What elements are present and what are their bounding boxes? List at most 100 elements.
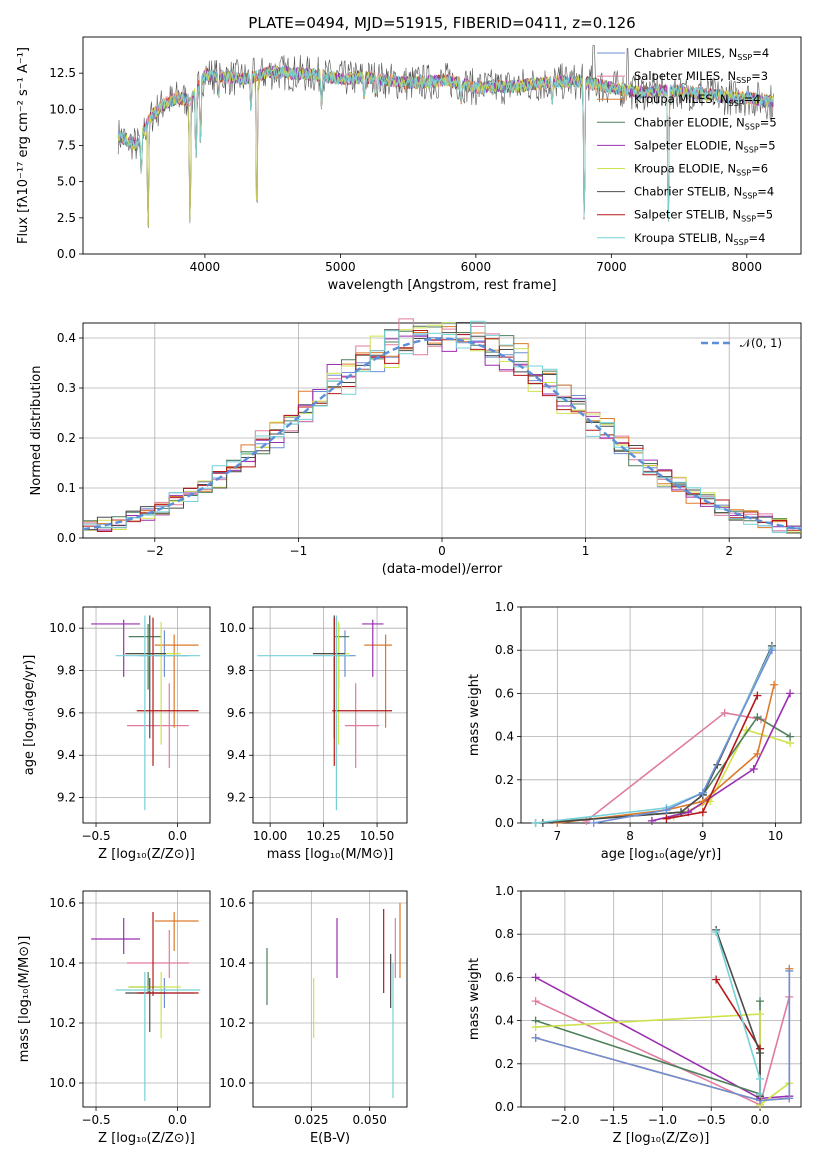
y-tick-label: 0.6 bbox=[495, 970, 514, 984]
weight-marker bbox=[767, 646, 776, 655]
x-tick-label: −0.5 bbox=[81, 829, 110, 843]
weight-marker bbox=[662, 814, 671, 823]
weight-line bbox=[535, 647, 773, 824]
y-tick-label: 0.0 bbox=[495, 816, 514, 830]
weight-line bbox=[542, 645, 773, 824]
legend-label: Chabrier STELIB, NSSP=4 bbox=[634, 185, 774, 201]
weight-marker bbox=[712, 975, 721, 984]
y-tick-label: 0.2 bbox=[57, 431, 76, 445]
axes-frame bbox=[82, 36, 802, 255]
y-tick-label: 9.2 bbox=[227, 791, 246, 805]
x-tick-label: 0.0 bbox=[168, 1113, 187, 1127]
weight-line bbox=[651, 693, 791, 822]
y-tick-label: 9.4 bbox=[227, 748, 246, 762]
x-tick-label: 10 bbox=[768, 829, 783, 843]
legend-label: Salpeter ELODIE, NSSP=5 bbox=[634, 138, 776, 154]
weight-lines bbox=[531, 641, 795, 827]
weight-line bbox=[535, 970, 791, 1102]
legend-label: Kroupa ELODIE, NSSP=6 bbox=[634, 162, 768, 178]
y-tick-label: 0.8 bbox=[495, 927, 514, 941]
y-tick-label: 10.0 bbox=[49, 1076, 76, 1090]
y-axis-label: Flux [fλ10⁻¹⁷ erg cm⁻² s⁻¹ A⁻¹] bbox=[16, 47, 31, 244]
legend-label: Kroupa MILES, NSSP=4 bbox=[634, 92, 760, 108]
x-axis-label: (data-model)/error bbox=[382, 562, 503, 577]
legend-label: Salpeter STELIB, NSSP=5 bbox=[634, 208, 773, 224]
x-tick-label: 1 bbox=[582, 544, 590, 558]
error-bars bbox=[91, 912, 201, 1101]
x-tick-label: 8 bbox=[626, 829, 634, 843]
y-tick-label: 0.4 bbox=[57, 331, 76, 345]
weight-marker bbox=[531, 819, 540, 827]
y-tick-label: 10.4 bbox=[49, 956, 76, 970]
histogram-line bbox=[83, 322, 801, 533]
y-tick-label: 7.5 bbox=[57, 139, 76, 153]
weight-marker bbox=[698, 788, 707, 797]
y-axis-label: age [log₁₀(age/yr)] bbox=[22, 655, 37, 776]
histogram-line bbox=[83, 320, 801, 534]
spectrum-line bbox=[117, 45, 774, 228]
y-tick-label: 10.0 bbox=[219, 621, 246, 635]
weight-marker bbox=[756, 1010, 765, 1019]
weight-marker bbox=[785, 966, 794, 975]
y-tick-label: 9.8 bbox=[227, 664, 246, 678]
weight-marker bbox=[531, 1023, 540, 1032]
y-tick-label: 9.8 bbox=[57, 664, 76, 678]
y-tick-label: 5.0 bbox=[57, 175, 76, 189]
x-tick-label: −1.5 bbox=[599, 1113, 628, 1127]
y-tick-label: 0.3 bbox=[57, 381, 76, 395]
axes-frame bbox=[252, 606, 408, 824]
y-tick-label: 10.6 bbox=[219, 896, 246, 910]
legend-label: Salpeter MILES, NSSP=3 bbox=[634, 69, 768, 85]
weight-marker bbox=[720, 708, 729, 717]
x-tick-label: −2 bbox=[146, 544, 164, 558]
weight-marker bbox=[531, 973, 540, 982]
weight-marker bbox=[785, 1094, 794, 1103]
spectrum-line bbox=[117, 65, 774, 222]
legend-label: Chabrier MILES, NSSP=4 bbox=[634, 46, 769, 62]
panel-residuals: −2 −1 0 1 2 0.0 0.1 0.2 0.3 0.4 (data-model)/error… bbox=[29, 318, 802, 577]
y-tick-label: 0.4 bbox=[495, 1014, 514, 1028]
x-tick-label: 0.025 bbox=[294, 1113, 328, 1127]
weight-marker bbox=[582, 816, 591, 825]
weight-marker bbox=[756, 1090, 765, 1099]
x-axis-label: Z [log₁₀(Z/Z⊙)] bbox=[98, 1131, 195, 1146]
x-axis-label: wavelength [Angstrom, rest frame] bbox=[328, 278, 557, 293]
y-tick-label: 0.0 bbox=[495, 1100, 514, 1114]
weight-marker bbox=[662, 806, 671, 815]
weight-marker bbox=[786, 689, 795, 698]
weight-marker bbox=[712, 928, 721, 937]
y-tick-label: 0.4 bbox=[495, 730, 514, 744]
x-tick-label: −1 bbox=[290, 544, 308, 558]
panel-mass-weight-vs-Z: −2.0 −1.5 −1.0 −0.5 0.0 0.0 0.2 0.4 0.6 0.8 1.0 Z [… bbox=[467, 884, 802, 1146]
y-tick-label: 0.2 bbox=[495, 773, 514, 787]
panel-mass-vs-Z: −0.5 0.0 10.0 10.2 10.4 10.6 Z [log₁₀(Z/Z⊙)] ma… bbox=[17, 890, 211, 1146]
axes-frame bbox=[82, 606, 211, 824]
y-axis-label: mass [log₁₀(M/M⊙)] bbox=[17, 936, 32, 1063]
weight-marker bbox=[756, 997, 765, 1006]
axes-frame bbox=[520, 890, 802, 1108]
x-tick-label: −2.0 bbox=[550, 1113, 579, 1127]
y-tick-label: 0.8 bbox=[495, 643, 514, 657]
weight-marker bbox=[753, 749, 762, 758]
panel-mass-vs-ebv: 0.025 0.050 10.0 10.2 10.4 10.6 E(B-V) bbox=[219, 890, 408, 1146]
panel-age-vs-mass: 10.00 10.25 10.50 9.2 9.4 9.6 9.8 10.0 mass [log… bbox=[219, 606, 408, 862]
y-tick-label: 10.0 bbox=[49, 102, 76, 116]
panel-mass-weight-vs-age: 7 8 9 10 0.0 0.2 0.4 0.6 0.8 1.0 age [log₁₀(age/yr… bbox=[467, 600, 802, 862]
x-tick-label: 7 bbox=[554, 829, 562, 843]
weight-line bbox=[593, 649, 773, 824]
weight-marker bbox=[531, 997, 540, 1006]
y-axis-label: Normed distribution bbox=[29, 366, 44, 496]
x-axis-label: age [log₁₀(age/yr)] bbox=[601, 847, 722, 862]
legend-label: Kroupa STELIB, NSSP=4 bbox=[634, 231, 765, 247]
panel-age-vs-Z: −0.5 0.0 9.2 9.4 9.6 9.8 10.0 Z [log₁₀(Z/Z⊙)] ag… bbox=[22, 606, 211, 862]
weight-marker bbox=[749, 765, 758, 773]
y-tick-label: 1.0 bbox=[495, 600, 514, 614]
y-tick-label: 12.5 bbox=[49, 66, 76, 80]
x-tick-label: 8000 bbox=[732, 260, 763, 274]
axes-frame bbox=[82, 890, 211, 1108]
y-tick-label: 10.2 bbox=[49, 1016, 76, 1030]
y-tick-label: 0.6 bbox=[495, 686, 514, 700]
x-tick-label: 2 bbox=[725, 544, 733, 558]
x-tick-label: 10.50 bbox=[360, 829, 394, 843]
x-tick-label: 9 bbox=[699, 829, 707, 843]
